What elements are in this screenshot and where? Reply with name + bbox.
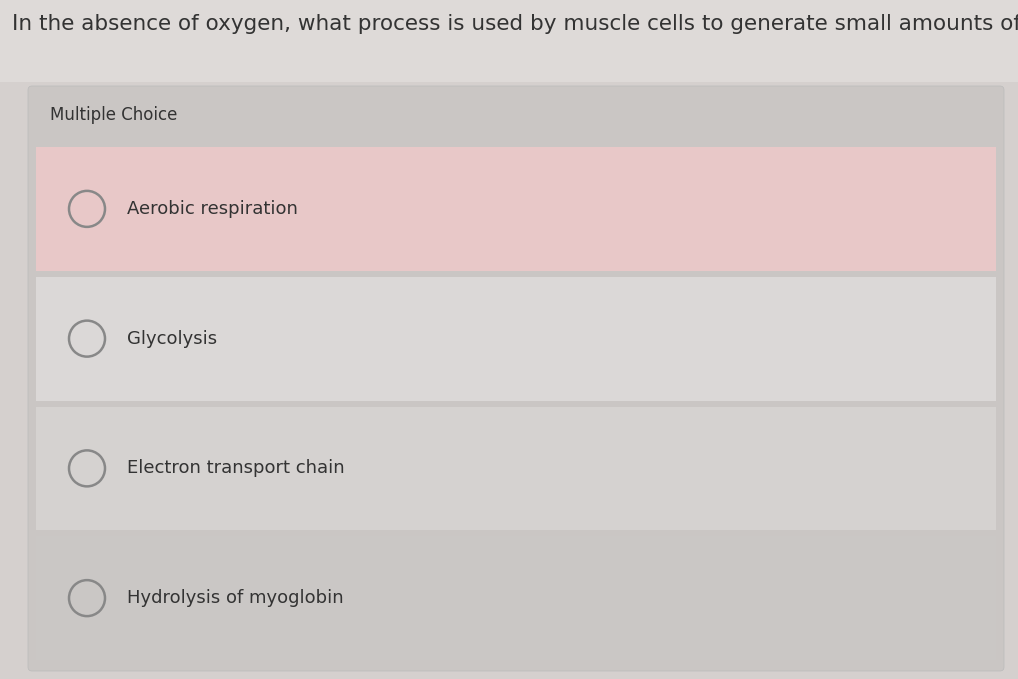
Text: Hydrolysis of myoglobin: Hydrolysis of myoglobin bbox=[127, 589, 344, 607]
Text: Multiple Choice: Multiple Choice bbox=[50, 106, 177, 124]
Bar bbox=[36, 536, 996, 660]
Bar bbox=[36, 407, 996, 530]
Text: Electron transport chain: Electron transport chain bbox=[127, 460, 345, 477]
Bar bbox=[36, 147, 996, 271]
Bar bbox=[36, 277, 996, 401]
Text: Aerobic respiration: Aerobic respiration bbox=[127, 200, 298, 218]
Bar bbox=[0, 0, 1018, 82]
Text: Glycolysis: Glycolysis bbox=[127, 329, 217, 348]
Text: In the absence of oxygen, what process is used by muscle cells to generate small: In the absence of oxygen, what process i… bbox=[12, 14, 1018, 34]
FancyBboxPatch shape bbox=[29, 86, 1004, 671]
